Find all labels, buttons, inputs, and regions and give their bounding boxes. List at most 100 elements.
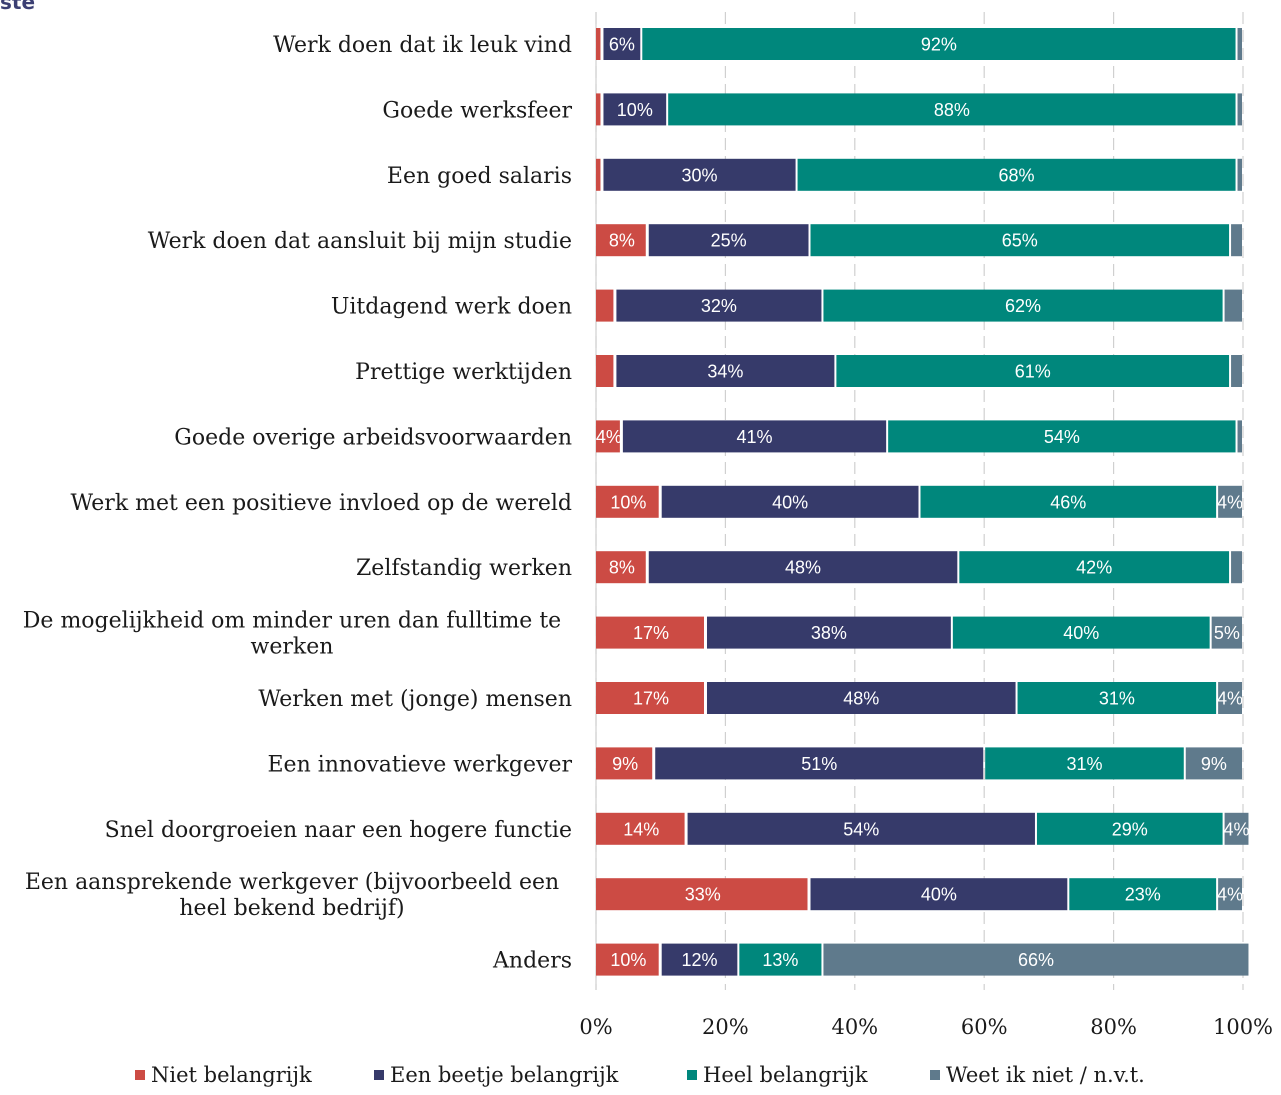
bar-segment: [810, 224, 1230, 257]
bar-segment: [596, 289, 614, 322]
bar-row: 33% 40% 23% 4%: [596, 878, 1243, 911]
bar-row: 10% 88%: [596, 93, 1242, 126]
bar-segment: [1218, 485, 1242, 518]
bar-segment: [706, 682, 1016, 714]
bar-segment: [648, 224, 809, 257]
category-label: De mogelijkheid om minder uren dan fullt…: [23, 609, 561, 634]
bar-value-label: 34%: [707, 362, 743, 382]
bar-segment: [596, 747, 653, 780]
bar-row: 34% 61%: [596, 355, 1242, 387]
bar-segment: [888, 420, 1236, 453]
bar-segment: [1069, 878, 1217, 911]
bars: 6% 92%10% 88%30% 68%8% 25% 65%32% 62%34% 61%4% 4…: [596, 28, 1250, 976]
bar-segment: [616, 355, 835, 387]
bar-value-label: 32%: [701, 296, 737, 316]
bar-value-label: 14%: [623, 819, 659, 839]
bar-value-label: 31%: [1066, 754, 1102, 774]
bar-value-label: 10%: [617, 100, 653, 120]
bar-segment: [596, 224, 646, 257]
x-tick-label: 40%: [831, 1015, 878, 1039]
bar-value-label: 40%: [921, 885, 957, 905]
x-tick-label: 60%: [961, 1015, 1008, 1039]
bar-value-label: 9%: [612, 754, 638, 774]
bar-segment: [836, 355, 1230, 387]
bar-row: 17% 48% 31% 4%: [596, 682, 1243, 714]
bar-segment: [661, 943, 738, 976]
bar-value-label: 23%: [1125, 885, 1161, 905]
bar-segment: [603, 28, 641, 60]
bar-segment: [596, 878, 808, 911]
legend-label: Heel belangrijk: [703, 1063, 868, 1087]
bar-segment: [706, 616, 951, 649]
bar-segment: [596, 616, 704, 649]
category-label: Zelfstandig werken: [356, 556, 572, 581]
bar-segment: [596, 28, 601, 60]
bar-segment: [1237, 420, 1242, 453]
bar-value-label: 4%: [1217, 689, 1243, 709]
bar-value-label: 4%: [1217, 492, 1243, 512]
bar-value-label: 17%: [633, 689, 669, 709]
bar-segment: [959, 551, 1230, 584]
bar-segment: [920, 485, 1217, 518]
bar-row: 14% 54% 29% 4%: [596, 812, 1250, 845]
category-label: heel bekend bedrijf): [179, 896, 404, 921]
bar-segment: [616, 289, 822, 322]
bar-row: 8% 48% 42%: [596, 551, 1242, 584]
bar-segment: [1218, 682, 1242, 714]
bar-row: 32% 62%: [596, 289, 1242, 322]
bar-value-label: 88%: [934, 100, 970, 120]
bar-value-label: 68%: [999, 165, 1035, 185]
x-axis-ticks: 0% 20% 40% 60% 80% 100%: [579, 1015, 1273, 1039]
bar-value-label: 13%: [762, 950, 798, 970]
bar-value-label: 38%: [811, 623, 847, 643]
bar-segment: [596, 943, 659, 976]
bar-segment: [1218, 878, 1242, 911]
category-label: Prettige werktijden: [355, 360, 572, 385]
x-tick-label: 0%: [579, 1015, 612, 1039]
bar-value-label: 17%: [633, 623, 669, 643]
bar-segment: [797, 158, 1236, 191]
bar-segment: [1036, 812, 1223, 845]
category-label: Goede overige arbeidsvoorwaarden: [174, 425, 572, 450]
category-label: Werk doen dat ik leuk vind: [273, 33, 572, 58]
category-label: Een goed salaris: [387, 164, 572, 189]
category-label: Anders: [492, 949, 572, 974]
bar-segment: [655, 747, 984, 780]
bar-segment: [1185, 747, 1242, 780]
bar-row: 8% 25% 65%: [596, 224, 1242, 257]
category-label: Een innovatieve werkgever: [267, 752, 572, 777]
bar-segment: [622, 420, 887, 453]
bar-segment: [596, 812, 685, 845]
legend-swatch: [135, 1070, 145, 1080]
legend-swatch: [687, 1070, 697, 1080]
bar-segment: [596, 420, 620, 453]
category-label: Goede werksfeer: [382, 98, 572, 123]
legend-item: Een beetje belangrijk: [374, 1063, 619, 1087]
legend-swatch: [374, 1070, 384, 1080]
bar-segment: [1231, 355, 1242, 387]
legend-item: Heel belangrijk: [687, 1063, 868, 1087]
bar-segment: [810, 878, 1068, 911]
bar-row: 10% 40% 46% 4%: [596, 485, 1243, 518]
bar-value-label: 30%: [682, 165, 718, 185]
bar-value-label: 54%: [1044, 427, 1080, 447]
bar-segment: [596, 355, 614, 387]
bar-value-label: 51%: [801, 754, 837, 774]
bar-value-label: 62%: [1005, 296, 1041, 316]
bar-segment: [1237, 93, 1242, 126]
legend-label: Weet ik niet / n.v.t.: [946, 1063, 1145, 1087]
bar-row: 4% 41% 54%: [596, 420, 1242, 453]
bar-segment: [668, 93, 1236, 126]
bar-value-label: 5%: [1214, 623, 1240, 643]
bar-segment: [1231, 551, 1242, 584]
bar-segment: [985, 747, 1184, 780]
bar-value-label: 31%: [1099, 689, 1135, 709]
bar-value-label: 12%: [682, 950, 718, 970]
category-label: Werk met een positieve invloed op de wer…: [70, 491, 572, 516]
legend-swatch: [930, 1070, 940, 1080]
bar-value-label: 4%: [1217, 885, 1243, 905]
bar-segment: [1231, 224, 1242, 257]
bar-value-label: 29%: [1112, 819, 1148, 839]
x-tick-label: 20%: [702, 1015, 749, 1039]
chart-title-fragment: ste: [0, 0, 36, 14]
